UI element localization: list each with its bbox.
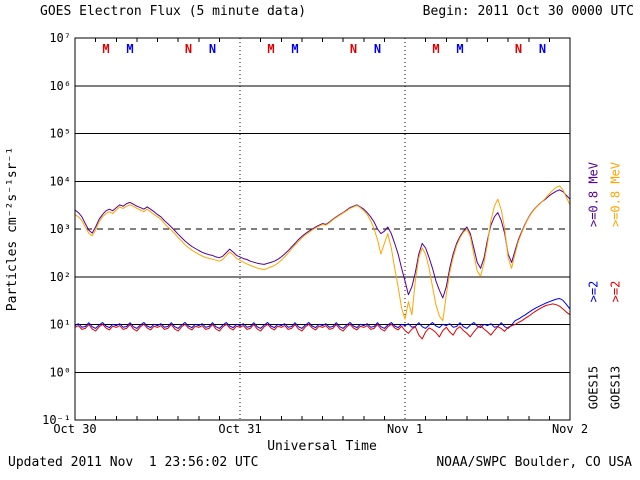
x-tick-label: Oct 31 [218,422,261,436]
marker-n: N [374,42,381,56]
y-tick-label: 10⁷ [49,31,71,45]
marker-m: M [456,42,463,56]
marker-m: M [102,42,109,56]
marker-n: N [539,42,546,56]
legend-goes15-e2: >=2 [586,280,601,303]
y-tick-label: 10³ [49,222,71,236]
marker-m: M [291,42,298,56]
marker-m: M [267,42,274,56]
y-tick-label: 10⁻¹ [42,413,71,427]
updated-timestamp: Updated 2011 Nov 1 23:56:02 UTC [8,455,259,470]
chart-title: GOES Electron Flux (5 minute data) [40,4,307,19]
marker-n: N [209,42,216,56]
legend-goes13-e2: >=2 [608,280,623,303]
x-tick-label: Nov 1 [387,422,423,436]
y-tick-label: 10⁰ [49,365,71,379]
series-goes15-0-8-mev [74,189,571,299]
credit-text: NOAA/SWPC Boulder, CO USA [436,455,632,470]
series-goes13-2-mev [74,303,571,340]
begin-timestamp: Begin: 2011 Oct 30 0000 UTC [422,4,634,19]
y-tick-label: 10² [49,270,71,284]
legend-sat-goes15: GOES15 [586,365,601,410]
x-tick-label: Nov 2 [552,422,588,436]
x-axis-label: Universal Time [267,439,377,454]
legend-goes15-e08: >=0.8 MeV [586,161,601,228]
y-axis-label: Particles cm⁻²s⁻¹sr⁻¹ [5,146,20,312]
legend-goes13-e08: >=0.8 MeV [608,161,623,228]
y-tick-label: 10¹ [49,318,71,332]
legend-sat-goes13: GOES13 [608,365,623,410]
marker-m: M [126,42,133,56]
plot-border [74,37,571,421]
y-tick-label: 10⁴ [49,174,71,188]
series-goes15-2-mev [74,298,571,329]
y-tick-label: 10⁶ [49,79,71,93]
x-tick-label: Oct 30 [53,422,96,436]
marker-n: N [350,42,357,56]
y-tick-label: 10⁵ [49,127,71,141]
series-goes13-0-8-mev [74,185,571,322]
marker-n: N [515,42,522,56]
marker-m: M [432,42,439,56]
marker-n: N [185,42,192,56]
